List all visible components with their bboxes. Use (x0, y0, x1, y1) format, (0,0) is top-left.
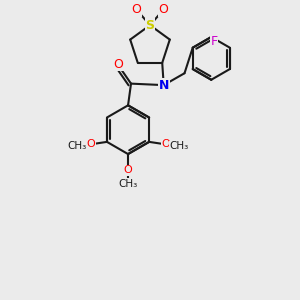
Text: O: O (161, 139, 170, 149)
Text: CH₃: CH₃ (68, 141, 87, 151)
Text: CH₃: CH₃ (169, 141, 188, 151)
Text: F: F (211, 35, 218, 48)
Text: CH₃: CH₃ (118, 179, 138, 189)
Text: O: O (158, 3, 168, 16)
Text: O: O (132, 3, 142, 16)
Text: O: O (124, 165, 132, 176)
Text: N: N (158, 79, 169, 92)
Text: S: S (146, 19, 154, 32)
Text: O: O (86, 139, 95, 149)
Text: O: O (113, 58, 123, 71)
